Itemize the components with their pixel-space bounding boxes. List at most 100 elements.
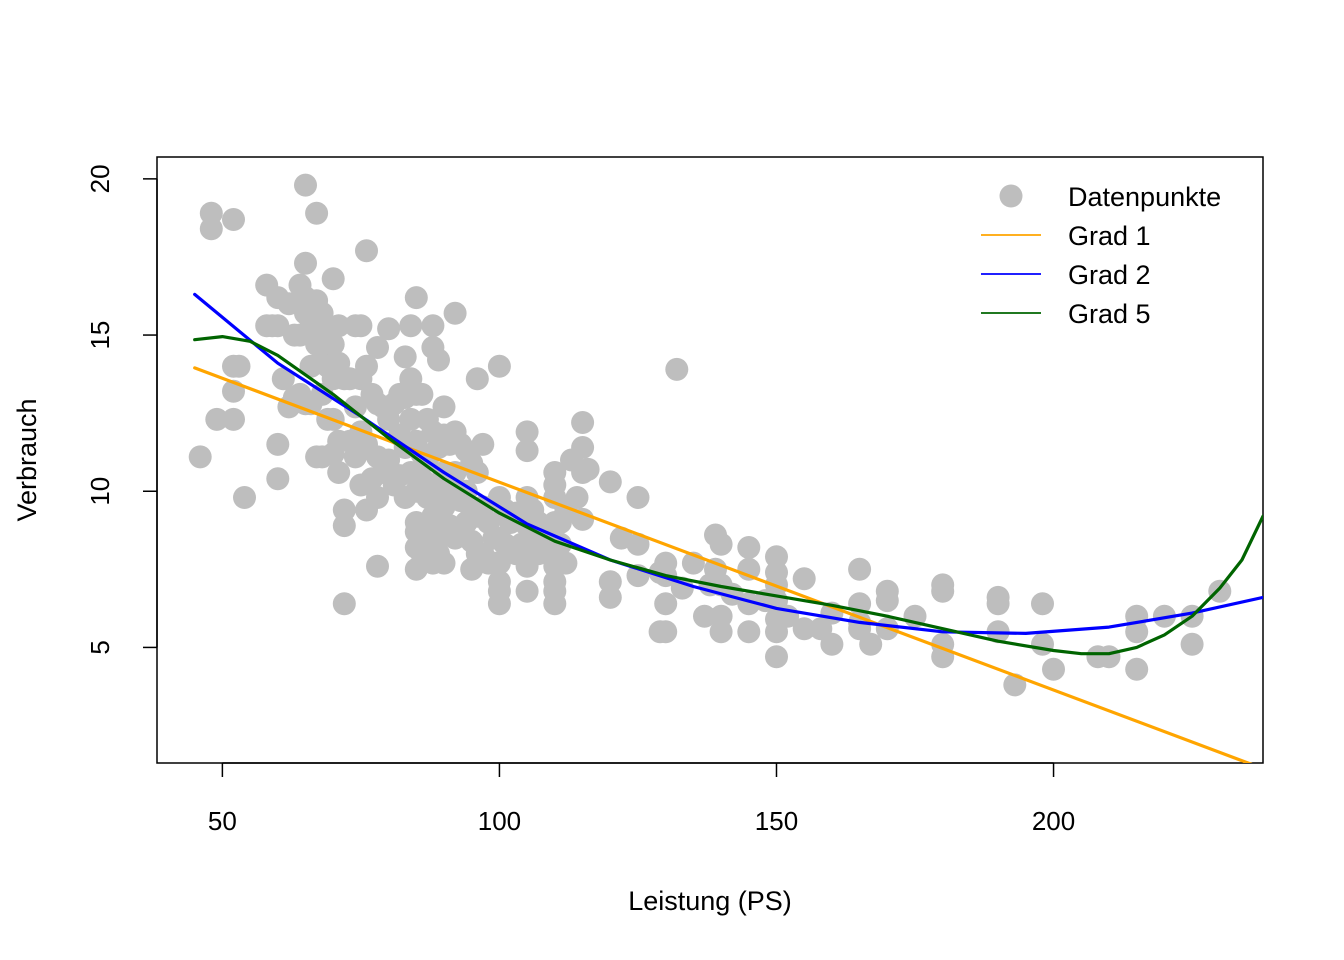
data-point — [355, 354, 378, 378]
data-point — [709, 532, 733, 556]
data-point — [626, 532, 650, 556]
legend-label: Datenpunkte — [1068, 182, 1221, 212]
data-point — [410, 382, 434, 406]
data-point — [465, 367, 489, 391]
data-points — [188, 173, 1232, 697]
data-point — [765, 645, 788, 669]
data-point — [515, 439, 539, 463]
y-tick-label: 15 — [85, 321, 115, 350]
data-point — [366, 336, 389, 359]
data-point — [432, 395, 456, 419]
data-point — [487, 592, 511, 616]
data-point — [222, 407, 245, 431]
data-point — [377, 317, 401, 341]
y-tick-label: 20 — [85, 164, 115, 193]
data-point — [355, 239, 378, 263]
data-point — [931, 579, 955, 603]
legend-marker — [999, 184, 1023, 208]
data-point — [693, 604, 716, 628]
data-point — [222, 208, 245, 231]
data-point — [1031, 632, 1054, 656]
y-axis: 5 10 15 20 — [85, 164, 158, 655]
data-point — [571, 507, 595, 531]
data-point — [1180, 632, 1204, 656]
legend: Datenpunkte Grad 1 Grad 2 Grad 5 — [981, 182, 1221, 329]
data-point — [343, 395, 367, 419]
x-tick-label: 100 — [478, 806, 521, 836]
data-point — [654, 592, 678, 616]
data-point — [654, 620, 678, 644]
data-point — [820, 632, 844, 656]
data-point — [294, 251, 317, 275]
data-point — [327, 461, 351, 484]
data-point — [205, 407, 229, 431]
data-point — [305, 201, 329, 225]
data-point — [709, 620, 733, 644]
data-point — [399, 407, 423, 431]
data-point — [792, 567, 816, 591]
data-point — [1042, 657, 1065, 681]
data-point — [1208, 579, 1232, 603]
data-point — [471, 432, 495, 456]
legend-label: Grad 1 — [1068, 221, 1151, 251]
data-point — [515, 420, 539, 444]
x-axis: 50 100 150 200 — [208, 762, 1075, 836]
data-point — [299, 354, 323, 378]
legend-label: Grad 5 — [1068, 299, 1151, 329]
data-point — [188, 445, 212, 469]
x-tick-label: 150 — [755, 806, 798, 836]
x-tick-label: 200 — [1032, 806, 1075, 836]
data-point — [421, 314, 445, 338]
data-point — [487, 354, 511, 378]
data-point — [554, 551, 578, 575]
data-point — [399, 314, 423, 338]
data-point — [1125, 657, 1149, 681]
data-point — [1097, 645, 1121, 669]
data-point — [665, 357, 689, 381]
fit-lines — [193, 292, 1263, 763]
data-point — [427, 348, 450, 372]
data-point — [1031, 592, 1054, 616]
data-point — [571, 436, 595, 459]
data-point — [598, 585, 622, 609]
data-point — [432, 551, 456, 575]
data-point — [737, 620, 761, 644]
data-point — [327, 314, 351, 338]
data-point — [875, 589, 899, 613]
data-point — [859, 632, 883, 656]
y-tick-label: 10 — [85, 477, 115, 506]
data-point — [233, 486, 256, 509]
data-point — [227, 354, 251, 378]
data-point — [321, 332, 345, 356]
data-point — [576, 457, 600, 481]
data-point — [266, 432, 290, 456]
data-point — [366, 486, 389, 509]
data-point — [792, 617, 816, 641]
y-tick-label: 5 — [85, 640, 115, 654]
data-point — [571, 411, 595, 434]
x-axis-title: Leistung (PS) — [628, 886, 792, 916]
y-axis-title: Verbrauch — [12, 398, 42, 521]
series-line-grad-5 — [193, 335, 1263, 656]
data-point — [366, 554, 389, 578]
data-point — [404, 286, 428, 310]
data-point — [443, 301, 467, 325]
data-point — [271, 367, 295, 391]
data-point — [565, 486, 589, 509]
data-point — [199, 217, 223, 241]
legend-label: Grad 2 — [1068, 260, 1151, 290]
data-point — [393, 345, 417, 369]
data-point — [737, 536, 761, 559]
data-point — [1125, 620, 1149, 644]
data-point — [598, 470, 622, 494]
data-point — [294, 173, 317, 197]
data-point — [986, 592, 1010, 616]
data-point — [266, 467, 290, 491]
data-point — [349, 314, 373, 338]
data-point — [332, 592, 356, 616]
data-point — [848, 557, 872, 581]
x-tick-label: 50 — [208, 806, 237, 836]
data-point — [626, 486, 650, 509]
data-point — [543, 592, 567, 616]
